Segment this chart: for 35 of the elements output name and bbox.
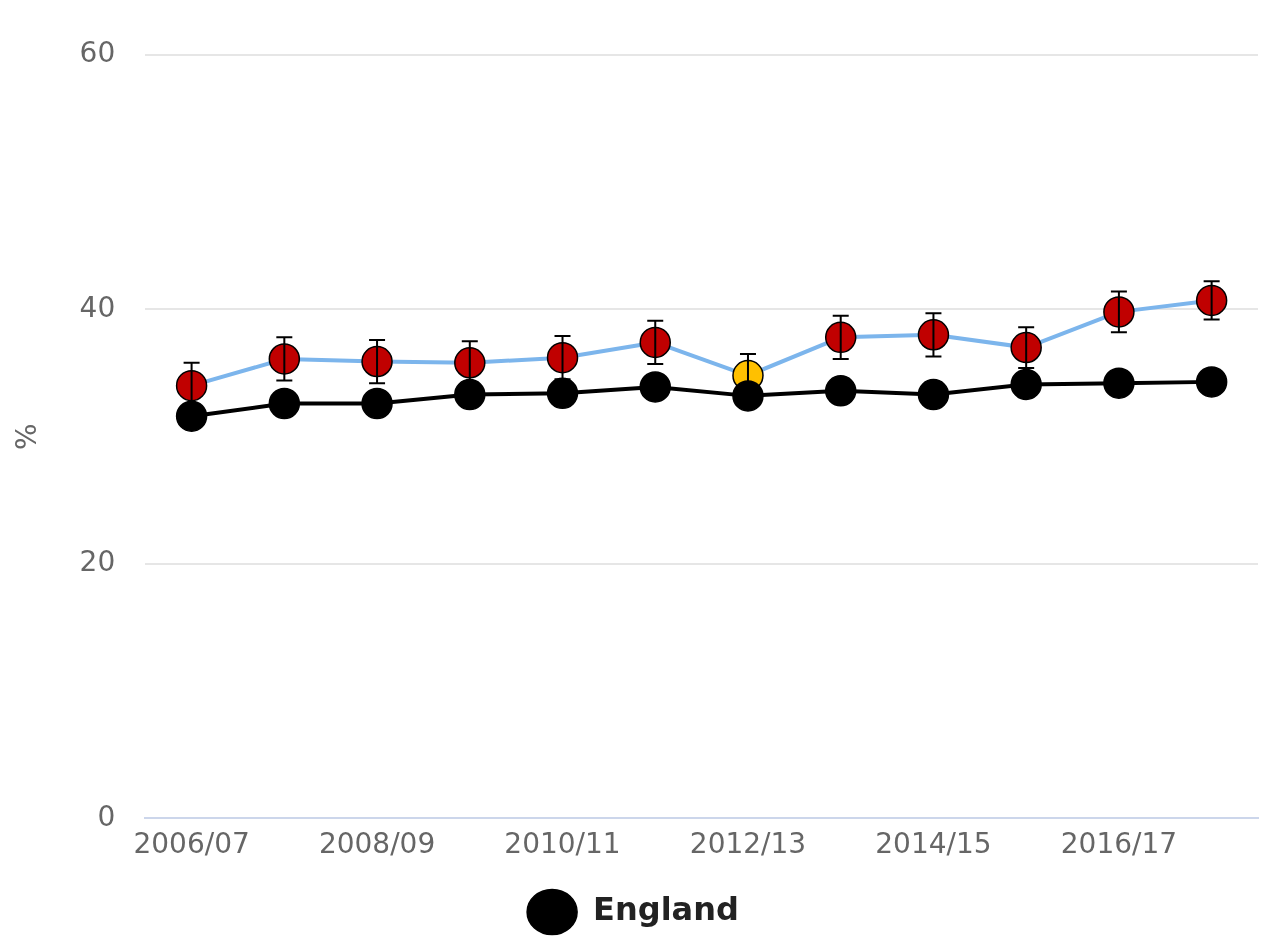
point <box>732 380 764 412</box>
point <box>175 400 208 432</box>
point <box>1195 284 1228 317</box>
point <box>268 343 301 375</box>
y-tick-label: 0 <box>97 799 116 833</box>
x-tick-label: 2010/11 <box>504 827 621 861</box>
x-tick-label: 2008/09 <box>318 827 436 861</box>
point <box>268 387 301 420</box>
y-tick-label: 20 <box>79 545 116 579</box>
point <box>175 369 208 402</box>
point <box>639 326 671 359</box>
y-tick-label: 40 <box>79 290 116 324</box>
point <box>546 341 579 374</box>
point <box>454 347 486 379</box>
point <box>639 371 671 403</box>
point <box>824 321 857 354</box>
point <box>824 375 857 407</box>
y-axis-title: % <box>10 423 44 450</box>
point <box>1010 331 1042 364</box>
point <box>917 319 950 351</box>
point <box>1010 368 1042 401</box>
point <box>361 345 393 378</box>
point <box>546 377 579 410</box>
x-tick-label: 2014/15 <box>875 827 992 861</box>
legend-label: England <box>593 890 739 929</box>
x-tick-label: 2016/17 <box>1060 827 1178 861</box>
point <box>1103 367 1135 399</box>
x-tick-label: 2012/13 <box>689 827 807 861</box>
point <box>361 387 393 420</box>
y-tick-label: 60 <box>79 36 116 70</box>
point <box>1195 366 1228 398</box>
point <box>917 378 950 411</box>
point <box>454 378 486 411</box>
point <box>1103 296 1135 328</box>
x-tick-label: 2006/07 <box>133 827 250 861</box>
